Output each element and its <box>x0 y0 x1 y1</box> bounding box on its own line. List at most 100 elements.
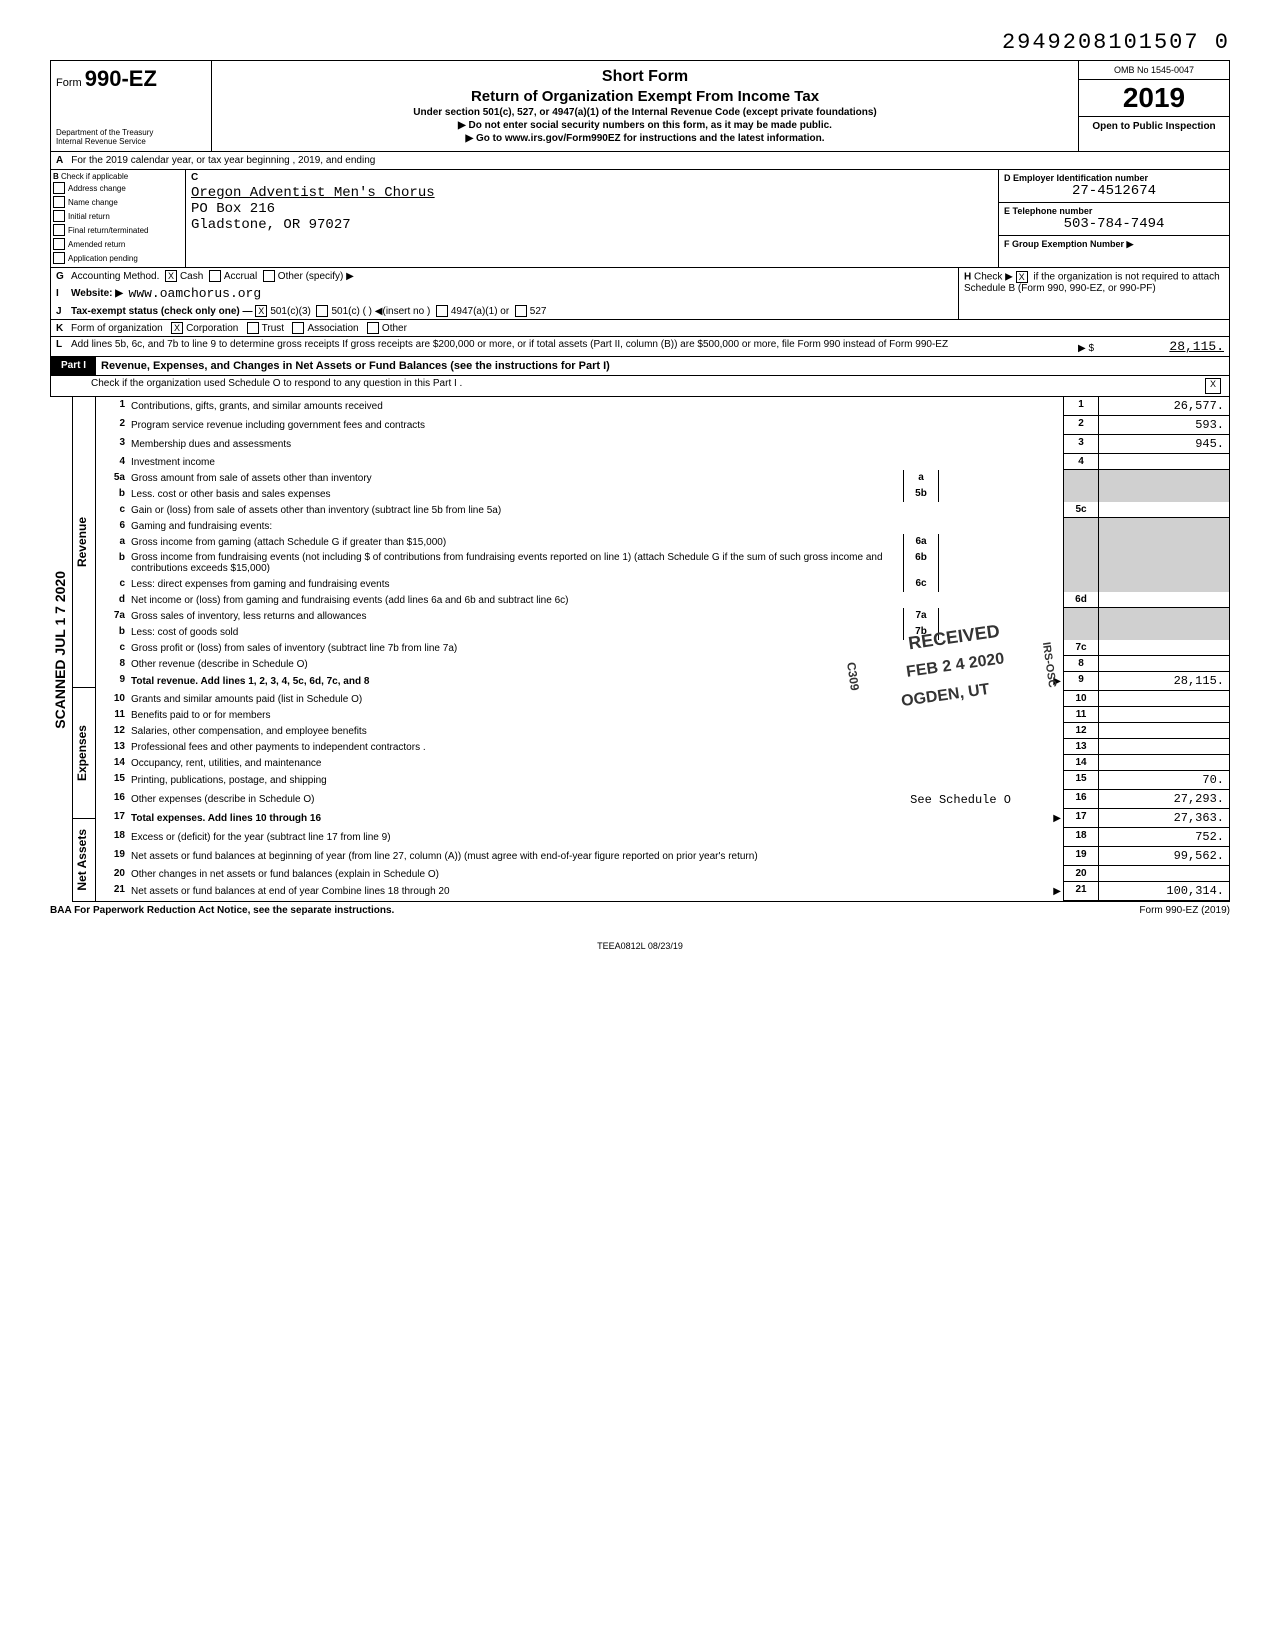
group-exempt: F Group Exemption Number ▶ <box>999 236 1229 253</box>
colb-checkbox[interactable] <box>53 238 65 250</box>
part1-label: Part I <box>51 357 96 375</box>
right-val <box>1098 707 1229 723</box>
501c3-checkbox[interactable]: X <box>255 305 267 317</box>
accrual-checkbox[interactable] <box>209 270 221 282</box>
data-table: 1Contributions, gifts, grants, and simil… <box>95 397 1230 902</box>
mid-num: 6a <box>903 534 938 550</box>
row-num: 4 <box>96 454 129 470</box>
g-accrual: Accrual <box>224 271 257 282</box>
right-val <box>1098 640 1229 656</box>
row-num: 11 <box>96 707 129 723</box>
colb-text: Name change <box>68 198 118 207</box>
right-val <box>1098 739 1229 755</box>
line-l: L Add lines 5b, 6c, and 7b to line 9 to … <box>50 337 1230 357</box>
l-value: 28,115. <box>1094 339 1224 354</box>
h-lbl: H <box>964 272 971 283</box>
k-trust: Trust <box>262 323 284 334</box>
right-val <box>1098 470 1229 486</box>
schedule-o-checkbox[interactable]: X <box>1205 378 1221 394</box>
part1-check: Check if the organization used Schedule … <box>50 376 1230 397</box>
row-desc: Other revenue (describe in Schedule O) <box>129 656 1063 672</box>
g-text: Accounting Method. <box>71 271 159 282</box>
g-other: Other (specify) ▶ <box>278 271 354 282</box>
527-checkbox[interactable] <box>515 305 527 317</box>
row-desc: Gross sales of inventory, less returns a… <box>129 608 903 624</box>
colb-checkbox[interactable] <box>53 224 65 236</box>
tax-year: 2019 <box>1079 80 1229 117</box>
right-val <box>1098 454 1229 470</box>
row-num: c <box>96 502 129 518</box>
row-num: b <box>96 624 129 640</box>
other-method-checkbox[interactable] <box>263 270 275 282</box>
right-num: 18 <box>1063 828 1098 847</box>
row-desc: Other changes in net assets or fund bala… <box>129 866 1063 882</box>
right-num: 20 <box>1063 866 1098 882</box>
main-grid: SCANNED JUL 1 7 2020 Revenue Expenses Ne… <box>50 397 1230 902</box>
row-num: 14 <box>96 755 129 771</box>
ein-box: D Employer Identification number 27-4512… <box>999 170 1229 203</box>
table-row: 19Net assets or fund balances at beginni… <box>96 847 1229 866</box>
l-lbl: L <box>56 339 71 350</box>
row-num: a <box>96 534 129 550</box>
table-row: bLess. cost or other basis and sales exp… <box>96 486 1229 502</box>
row-desc: Excess or (deficit) for the year (subtra… <box>129 828 1063 847</box>
row-desc: Salaries, other compensation, and employ… <box>129 723 1063 739</box>
row-num: 12 <box>96 723 129 739</box>
l-arrow: ▶ $ <box>1078 343 1094 354</box>
right-val <box>1098 691 1229 707</box>
row-num: 3 <box>96 435 129 454</box>
line-a-text: For the 2019 calendar year, or tax year … <box>71 155 375 166</box>
department: Department of the Treasury Internal Reve… <box>56 128 206 146</box>
right-num: 4 <box>1063 454 1098 470</box>
assoc-checkbox[interactable] <box>292 322 304 334</box>
table-row: 4Investment income4 <box>96 454 1229 470</box>
table-row: 20Other changes in net assets or fund ba… <box>96 866 1229 882</box>
right-num <box>1063 534 1098 550</box>
4947-checkbox[interactable] <box>436 305 448 317</box>
mid-val <box>938 608 1063 624</box>
other-org-checkbox[interactable] <box>367 322 379 334</box>
right-num <box>1063 624 1098 640</box>
row-desc: Other expenses (describe in Schedule O)S… <box>129 790 1063 809</box>
title-sub2: ▶ Do not enter social security numbers o… <box>222 120 1068 131</box>
colb-checkbox[interactable] <box>53 252 65 264</box>
colb-checkbox[interactable] <box>53 210 65 222</box>
right-num <box>1063 550 1098 576</box>
mid-val <box>938 470 1063 486</box>
corp-checkbox[interactable]: X <box>171 322 183 334</box>
colb-text: Application pending <box>68 254 138 263</box>
org-addr2: Gladstone, OR 97027 <box>191 217 993 233</box>
org-name: Oregon Adventist Men's Chorus <box>191 185 993 201</box>
row-desc: Grants and similar amounts paid (list in… <box>129 691 1063 707</box>
col-def: D Employer Identification number 27-4512… <box>998 170 1229 267</box>
org-addr1: PO Box 216 <box>191 201 993 217</box>
501c-checkbox[interactable] <box>316 305 328 317</box>
row-desc: Gaming and fundraising events: <box>129 518 1063 534</box>
row-num: 1 <box>96 397 129 416</box>
row-desc: Gross profit or (loss) from sales of inv… <box>129 640 1063 656</box>
schedule-b-checkbox[interactable]: X <box>1016 271 1028 283</box>
table-row: 17Total expenses. Add lines 10 through 1… <box>96 809 1229 828</box>
colb-text: Amended return <box>68 240 125 249</box>
colb-text: Initial return <box>68 212 110 221</box>
table-row: 13Professional fees and other payments t… <box>96 739 1229 755</box>
right-val: 27,363. <box>1098 809 1229 828</box>
row-desc: Gain or (loss) from sale of assets other… <box>129 502 1063 518</box>
trust-checkbox[interactable] <box>247 322 259 334</box>
colb-item: Application pending <box>53 251 183 265</box>
j-lbl: J <box>56 306 71 317</box>
right-num: 13 <box>1063 739 1098 755</box>
colb-checkbox[interactable] <box>53 196 65 208</box>
row-num: 9 <box>96 672 129 691</box>
mid-num: a <box>903 470 938 486</box>
scanned-stamp: SCANNED JUL 1 7 2020 <box>50 566 72 734</box>
revenue-text: Revenue <box>73 512 95 572</box>
colb-checkbox[interactable] <box>53 182 65 194</box>
cash-checkbox[interactable]: X <box>165 270 177 282</box>
col-c: C Oregon Adventist Men's Chorus PO Box 2… <box>186 170 998 267</box>
table-row: 6Gaming and fundraising events: <box>96 518 1229 534</box>
right-val <box>1098 502 1229 518</box>
omb-number: OMB No 1545-0047 <box>1079 61 1229 80</box>
group-label: F Group Exemption Number ▶ <box>1004 239 1133 249</box>
mid-num: 7b <box>903 624 938 640</box>
